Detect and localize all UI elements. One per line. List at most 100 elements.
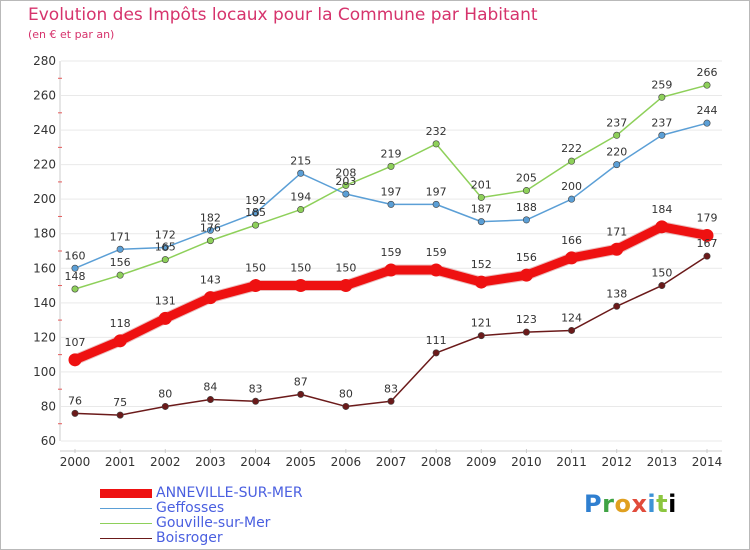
data-point: [655, 220, 669, 234]
data-point: [703, 119, 711, 127]
data-point: [71, 409, 79, 417]
data-label: 156: [110, 256, 131, 269]
x-tick-label: 2004: [240, 455, 271, 469]
data-label: 166: [561, 234, 582, 247]
data-label: 152: [471, 258, 492, 271]
data-point: [249, 279, 263, 293]
data-label: 201: [471, 178, 492, 191]
data-label: 266: [697, 66, 718, 79]
data-label: 215: [290, 154, 311, 167]
data-point: [116, 411, 124, 419]
data-label: 197: [426, 185, 447, 198]
data-point: [387, 397, 395, 405]
data-label: 75: [113, 396, 127, 409]
data-label: 107: [65, 336, 86, 349]
x-tick-label: 2010: [511, 455, 542, 469]
data-label: 150: [290, 262, 311, 275]
data-label: 167: [697, 237, 718, 250]
data-label: 205: [516, 172, 537, 185]
data-label: 176: [200, 222, 221, 235]
y-tick-label: 260: [33, 89, 56, 103]
data-point: [432, 349, 440, 357]
data-label: 219: [381, 147, 402, 160]
data-point: [161, 244, 169, 252]
data-point: [568, 195, 576, 203]
data-point: [703, 81, 711, 89]
y-tick-label: 80: [41, 399, 56, 413]
data-point: [206, 226, 214, 234]
data-label: 80: [339, 387, 353, 400]
data-point: [477, 218, 485, 226]
data-point: [522, 216, 530, 224]
data-point: [384, 263, 398, 277]
data-label: 159: [426, 246, 447, 259]
chart-title: Evolution des Impôts locaux pour la Comm…: [28, 5, 538, 25]
x-tick-label: 2014: [692, 455, 723, 469]
data-label: 84: [203, 381, 217, 394]
data-point: [158, 311, 172, 325]
data-point: [432, 200, 440, 208]
data-label: 159: [381, 246, 402, 259]
data-point: [206, 396, 214, 404]
data-label: 208: [335, 166, 356, 179]
data-label: 232: [426, 125, 447, 138]
data-point: [68, 353, 82, 367]
y-tick-label: 220: [33, 158, 56, 172]
data-point: [703, 252, 711, 260]
data-point: [342, 402, 350, 410]
data-point: [474, 275, 488, 289]
data-point: [161, 256, 169, 264]
data-point: [477, 332, 485, 340]
legend-swatch-boisroger: [100, 537, 152, 540]
data-label: 118: [110, 317, 131, 330]
y-tick-label: 280: [33, 54, 56, 68]
data-point: [387, 162, 395, 170]
data-point: [71, 285, 79, 293]
data-label: 194: [290, 191, 311, 204]
data-point: [339, 279, 353, 293]
data-label: 87: [294, 375, 308, 388]
x-tick-label: 2003: [195, 455, 226, 469]
data-label: 156: [516, 251, 537, 264]
x-tick-label: 2002: [150, 455, 181, 469]
x-tick-label: 2012: [601, 455, 632, 469]
data-point: [252, 397, 260, 405]
y-tick-label: 140: [33, 296, 56, 310]
x-tick-label: 2000: [60, 455, 91, 469]
data-label: 150: [245, 262, 266, 275]
legend-swatch-gouville: [100, 522, 152, 525]
y-tick-label: 180: [33, 227, 56, 241]
data-label: 150: [335, 262, 356, 275]
data-label: 131: [155, 294, 176, 307]
x-tick-label: 2008: [421, 455, 452, 469]
data-point: [700, 228, 714, 242]
data-label: 123: [516, 313, 537, 326]
data-point: [522, 187, 530, 195]
legend-swatch-geffosses: [100, 507, 152, 510]
data-point: [568, 157, 576, 165]
x-tick-label: 2013: [647, 455, 678, 469]
data-label: 220: [606, 146, 627, 159]
data-point: [522, 328, 530, 336]
data-label: 124: [561, 311, 582, 324]
data-point: [342, 190, 350, 198]
data-label: 200: [561, 180, 582, 193]
y-tick-label: 120: [33, 330, 56, 344]
data-label: 222: [561, 142, 582, 155]
data-point: [610, 242, 624, 256]
data-point: [565, 251, 579, 265]
data-label: 188: [516, 201, 537, 214]
data-point: [568, 326, 576, 334]
data-point: [161, 402, 169, 410]
data-label: 171: [606, 225, 627, 238]
y-tick-label: 60: [41, 434, 56, 448]
legend-label-geffosses: Geffosses: [156, 500, 225, 516]
data-point: [658, 282, 666, 290]
data-point: [203, 291, 217, 305]
data-label: 150: [651, 267, 672, 280]
data-label: 203: [335, 175, 356, 188]
x-tick-label: 2005: [285, 455, 316, 469]
x-tick-label: 2011: [556, 455, 587, 469]
data-label: 83: [384, 382, 398, 395]
